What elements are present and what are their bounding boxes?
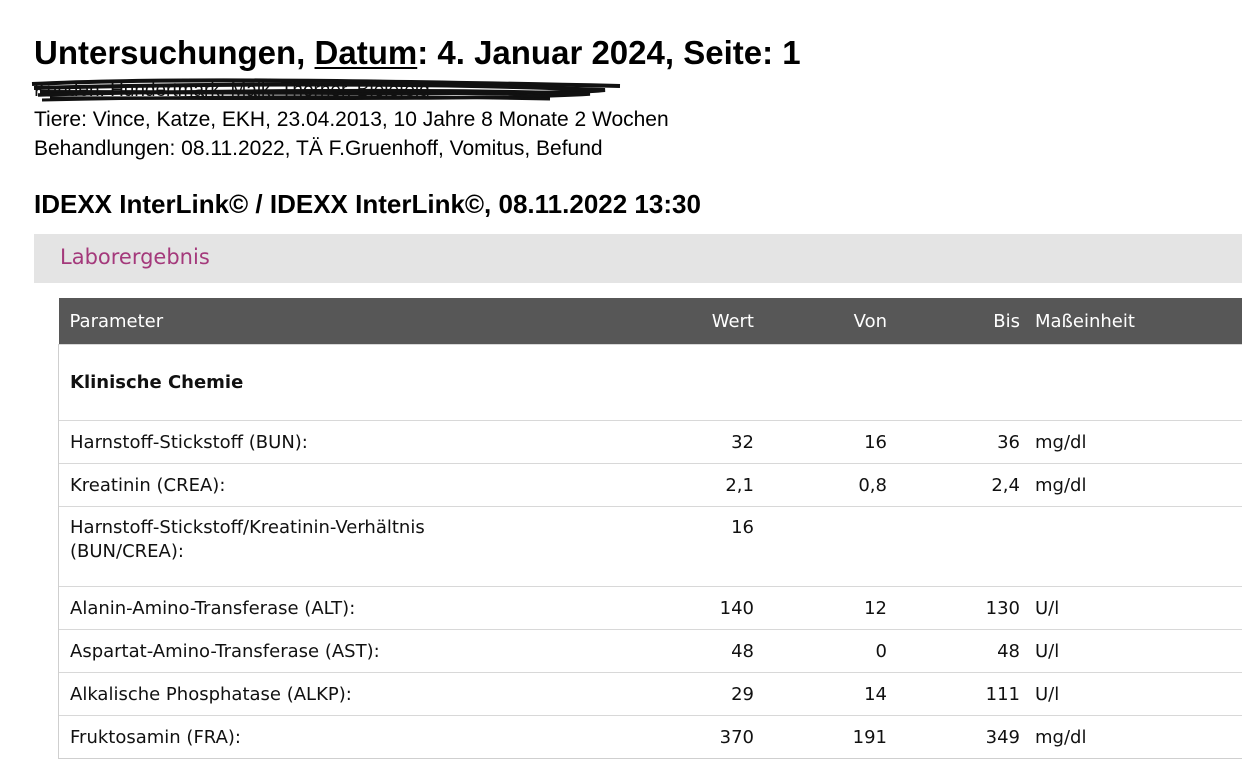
cell-von: 0,8 xyxy=(754,463,887,507)
lab-results-table: Parameter Wert Von Bis Maßeinheit Klinis… xyxy=(58,298,1242,759)
cell-bis: 111 xyxy=(887,672,1020,716)
cell-einheit: U/l xyxy=(1020,629,1242,673)
cell-wert: 29 xyxy=(680,672,754,716)
cell-von: 0 xyxy=(754,629,887,673)
cell-von: 12 xyxy=(754,586,887,630)
title-date-label: Datum xyxy=(314,34,418,71)
cell-parameter: Harnstoff-Stickstoff/Kreatinin-Verhältni… xyxy=(58,506,680,587)
cell-parameter-line1: Harnstoff-Stickstoff/Kreatinin-Verhältni… xyxy=(70,517,425,538)
cell-parameter-line2: (BUN/CREA): xyxy=(70,541,184,562)
group-label: Klinische Chemie xyxy=(58,344,680,421)
animal-line: Tiere: Vince, Katze, EKH, 23.04.2013, 10… xyxy=(34,108,669,131)
cell-von: 14 xyxy=(754,672,887,716)
cell-parameter: Aspartat-Amino-Transferase (AST): xyxy=(58,629,680,673)
cell-parameter: Alanin-Amino-Transferase (ALT): xyxy=(58,586,680,630)
col-header-bis: Bis xyxy=(887,298,1020,345)
cell-wert: 32 xyxy=(680,420,754,464)
cell-parameter: Kreatinin (CREA): xyxy=(58,463,680,507)
cell-parameter: Alkalische Phosphatase (ALKP): xyxy=(58,672,680,716)
cell-parameter: Fruktosamin (FRA): xyxy=(58,715,680,759)
table-row: Kreatinin (CREA): 2,1 0,8 2,4 mg/dl xyxy=(58,463,1242,507)
group-row: Klinische Chemie xyxy=(58,344,1242,421)
cell-einheit: U/l xyxy=(1020,586,1242,630)
cell-einheit: mg/dl xyxy=(1020,420,1242,464)
cell-bis: 36 xyxy=(887,420,1020,464)
col-header-einheit: Maßeinheit xyxy=(1020,298,1242,345)
report-subtitle: IDEXX InterLink© / IDEXX InterLink©, 08.… xyxy=(34,189,701,219)
table-row: Alkalische Phosphatase (ALKP): 29 14 111… xyxy=(58,672,1242,716)
cell-wert: 140 xyxy=(680,586,754,630)
title-prefix: Untersuchungen, xyxy=(34,34,315,71)
cell-bis: 349 xyxy=(887,715,1020,759)
cell-einheit: mg/dl xyxy=(1020,715,1242,759)
section-title: Laborergebnis xyxy=(60,245,210,269)
table-header-row: Parameter Wert Von Bis Maßeinheit xyxy=(58,298,1242,345)
title-suffix: : 4. Januar 2024, Seite: 1 xyxy=(417,34,801,71)
col-header-wert: Wert xyxy=(680,298,754,345)
table-row: Harnstoff-Stickstoff (BUN): 32 16 36 mg/… xyxy=(58,420,1242,464)
cell-von xyxy=(754,506,887,587)
cell-wert: 16 xyxy=(680,506,754,587)
table-row: Alanin-Amino-Transferase (ALT): 140 12 1… xyxy=(58,586,1242,630)
col-header-parameter: Parameter xyxy=(58,298,680,345)
cell-bis xyxy=(887,506,1020,587)
cell-einheit xyxy=(1020,506,1242,587)
redaction-scribble xyxy=(31,78,621,102)
table-row: Aspartat-Amino-Transferase (AST): 48 0 4… xyxy=(58,629,1242,673)
cell-bis: 2,4 xyxy=(887,463,1020,507)
section-header: Laborergebnis xyxy=(34,234,1242,283)
page-title: Untersuchungen, Datum: 4. Januar 2024, S… xyxy=(34,34,801,72)
treatment-line: Behandlungen: 08.11.2022, TÄ F.Gruenhoff… xyxy=(34,137,603,160)
cell-wert: 370 xyxy=(680,715,754,759)
cell-einheit: mg/dl xyxy=(1020,463,1242,507)
cell-einheit: U/l xyxy=(1020,672,1242,716)
table-row: Fruktosamin (FRA): 370 191 349 mg/dl xyxy=(58,715,1242,759)
cell-bis: 130 xyxy=(887,586,1020,630)
cell-parameter: Harnstoff-Stickstoff (BUN): xyxy=(58,420,680,464)
cell-von: 191 xyxy=(754,715,887,759)
col-header-von: Von xyxy=(754,298,887,345)
cell-wert: 48 xyxy=(680,629,754,673)
cell-von: 16 xyxy=(754,420,887,464)
customer-line-redacted: Kunden: Hundertmark, Maik, Thorner, Biel… xyxy=(31,78,621,104)
table-row: Harnstoff-Stickstoff/Kreatinin-Verhältni… xyxy=(58,506,1242,587)
cell-wert: 2,1 xyxy=(680,463,754,507)
cell-bis: 48 xyxy=(887,629,1020,673)
